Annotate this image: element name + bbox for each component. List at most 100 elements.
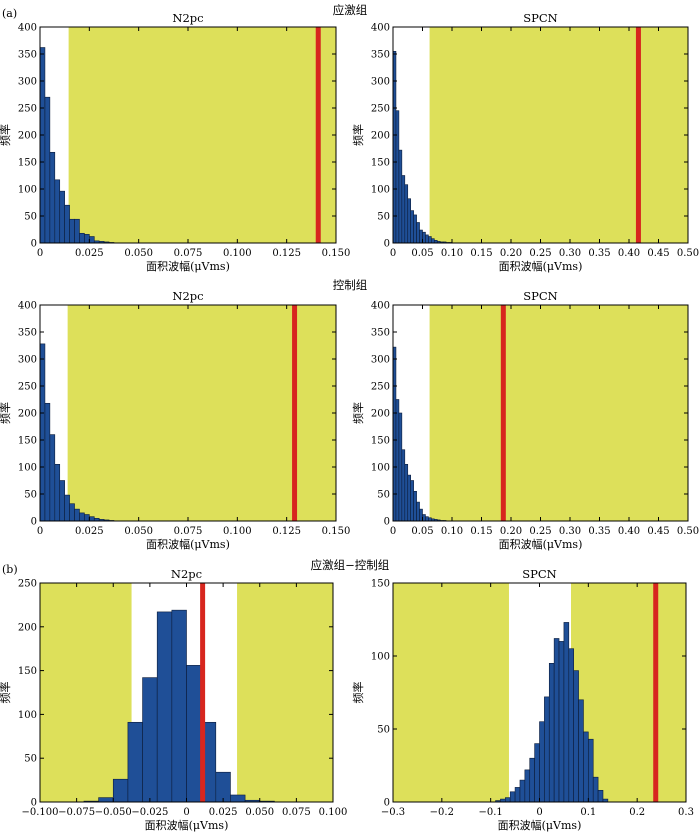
panel-label-b: (b) bbox=[2, 563, 18, 576]
x-tick-label: −0.1 bbox=[479, 807, 503, 818]
x-tick-label: 0.1 bbox=[580, 807, 596, 818]
histogram-bars bbox=[393, 346, 447, 521]
histogram-bar bbox=[573, 670, 579, 802]
histogram-bar bbox=[79, 512, 85, 521]
histogram-bar bbox=[534, 743, 540, 802]
histogram-bar bbox=[49, 434, 56, 521]
y-tick-label: 200 bbox=[371, 131, 390, 142]
x-tick-label: 0.50 bbox=[677, 248, 699, 259]
chart-panel-5: −0.100 −0.075 −0.050 −0.025 0 0.025 0.050 0.075… bbox=[0, 567, 347, 832]
y-tick-label: 200 bbox=[18, 622, 37, 633]
chart-panel-3: 0 0.025 0.050 0.075 0.100 0.125 0.150 0 50 100 150… bbox=[0, 289, 350, 551]
histogram-bar bbox=[568, 648, 574, 802]
x-tick-label: 0.25 bbox=[529, 526, 551, 537]
histogram-bar bbox=[529, 757, 535, 802]
histogram-bar bbox=[410, 480, 414, 521]
histogram-bar bbox=[171, 609, 187, 802]
histogram-bar bbox=[142, 677, 158, 802]
histogram-bar bbox=[84, 234, 90, 243]
chart-panel-2: 0 0.05 0.10 0.15 0.20 0.25 0.30 0.35 0.40 0.45 0.5… bbox=[351, 11, 699, 273]
y-tick-label: 300 bbox=[371, 77, 390, 88]
x-tick-label: 0.025 bbox=[75, 248, 104, 259]
chart-panel-6: −0.3 −0.2 −0.1 0 0.1 0.2 0.3 0 50 100 150 SPCN 面积波幅(… bbox=[351, 567, 694, 832]
chart-panel-4: 0 0.05 0.10 0.15 0.20 0.25 0.30 0.35 0.40 0.45 0.5… bbox=[351, 289, 699, 551]
x-tick-label: 0.45 bbox=[647, 248, 669, 259]
histogram-bar bbox=[413, 490, 417, 521]
y-tick-label: 100 bbox=[18, 710, 37, 721]
y-tick-label: 0 bbox=[384, 239, 390, 250]
histogram-bar bbox=[578, 699, 584, 802]
x-tick-label: 0 bbox=[390, 526, 396, 537]
histogram-bar bbox=[407, 198, 411, 243]
y-tick-label: 400 bbox=[18, 301, 37, 312]
y-tick-label: 200 bbox=[371, 409, 390, 420]
chart-title: SPCN bbox=[523, 11, 557, 25]
x-tick-label: 0.025 bbox=[209, 807, 238, 818]
y-axis-label: 频率 bbox=[351, 682, 365, 704]
rejection-region bbox=[393, 27, 688, 243]
y-tick-label: 350 bbox=[371, 50, 390, 61]
histogram-bar bbox=[84, 514, 90, 521]
x-axis-label: 面积波幅(μVms) bbox=[146, 538, 230, 551]
histogram-bar bbox=[416, 501, 420, 521]
x-tick-label: −0.050 bbox=[95, 807, 132, 818]
histogram-bar bbox=[59, 480, 65, 521]
histogram-bar bbox=[505, 797, 511, 802]
histogram-bar bbox=[588, 738, 594, 802]
chart-title: N2pc bbox=[172, 289, 203, 303]
panel-label-a: (a) bbox=[2, 7, 17, 20]
x-axis-label: 面积波幅(μVms) bbox=[499, 538, 583, 551]
histogram-bar bbox=[431, 238, 435, 243]
x-tick-label: 0.40 bbox=[618, 248, 640, 259]
histogram-bar bbox=[74, 218, 80, 243]
x-tick-label: 0.50 bbox=[677, 526, 699, 537]
y-tick-label: 150 bbox=[371, 436, 390, 447]
y-axis-label: 频率 bbox=[351, 402, 365, 424]
y-tick-label: 150 bbox=[371, 579, 390, 590]
x-tick-label: 0.050 bbox=[124, 248, 153, 259]
histogram-bar bbox=[548, 662, 555, 802]
x-tick-label: 0 bbox=[390, 248, 396, 259]
x-tick-label: 0.125 bbox=[272, 248, 301, 259]
x-tick-label: −0.3 bbox=[381, 807, 405, 818]
group-title-difference: 应激组−控制组 bbox=[311, 558, 390, 572]
histogram-bar bbox=[401, 449, 406, 521]
y-tick-label: 150 bbox=[18, 436, 37, 447]
y-tick-label: 300 bbox=[18, 355, 37, 366]
histogram-bar bbox=[558, 641, 565, 802]
x-tick-label: −0.075 bbox=[58, 807, 95, 818]
x-tick-label: 0.2 bbox=[629, 807, 645, 818]
x-tick-label: 0 bbox=[183, 807, 189, 818]
x-tick-label: 0 bbox=[536, 807, 542, 818]
histogram-bar bbox=[230, 794, 246, 802]
histogram-bar bbox=[553, 638, 560, 802]
x-tick-label: 0.100 bbox=[319, 807, 348, 818]
histogram-bar bbox=[428, 236, 432, 243]
x-tick-label: 0 bbox=[37, 526, 43, 537]
x-tick-label: 0.150 bbox=[322, 248, 351, 259]
x-tick-label: −0.2 bbox=[430, 807, 454, 818]
y-tick-label: 350 bbox=[18, 50, 37, 61]
x-tick-label: 0.30 bbox=[559, 526, 581, 537]
chart-panel-1: 0 0.025 0.050 0.075 0.100 0.125 0.150 0 50 100 150… bbox=[0, 11, 350, 273]
x-tick-label: 0.15 bbox=[470, 248, 492, 259]
histogram-bar bbox=[524, 769, 531, 802]
x-tick-label: 0.075 bbox=[282, 807, 311, 818]
y-tick-label: 150 bbox=[371, 158, 390, 169]
y-tick-label: 0 bbox=[31, 798, 37, 809]
histogram-bar bbox=[539, 721, 545, 802]
y-tick-label: 150 bbox=[18, 666, 37, 677]
histogram-bar bbox=[54, 179, 61, 243]
histogram-bars bbox=[495, 622, 609, 802]
histogram-bar bbox=[413, 214, 417, 243]
y-tick-label: 250 bbox=[18, 382, 37, 393]
x-tick-label: 0.05 bbox=[411, 248, 433, 259]
chart-title: N2pc bbox=[171, 567, 202, 581]
x-tick-label: 0.45 bbox=[647, 526, 669, 537]
chart-title: N2pc bbox=[172, 11, 203, 25]
y-tick-label: 400 bbox=[18, 23, 37, 34]
y-tick-label: 50 bbox=[24, 212, 37, 223]
histogram-bar bbox=[49, 151, 56, 243]
x-tick-label: 0.075 bbox=[174, 526, 203, 537]
